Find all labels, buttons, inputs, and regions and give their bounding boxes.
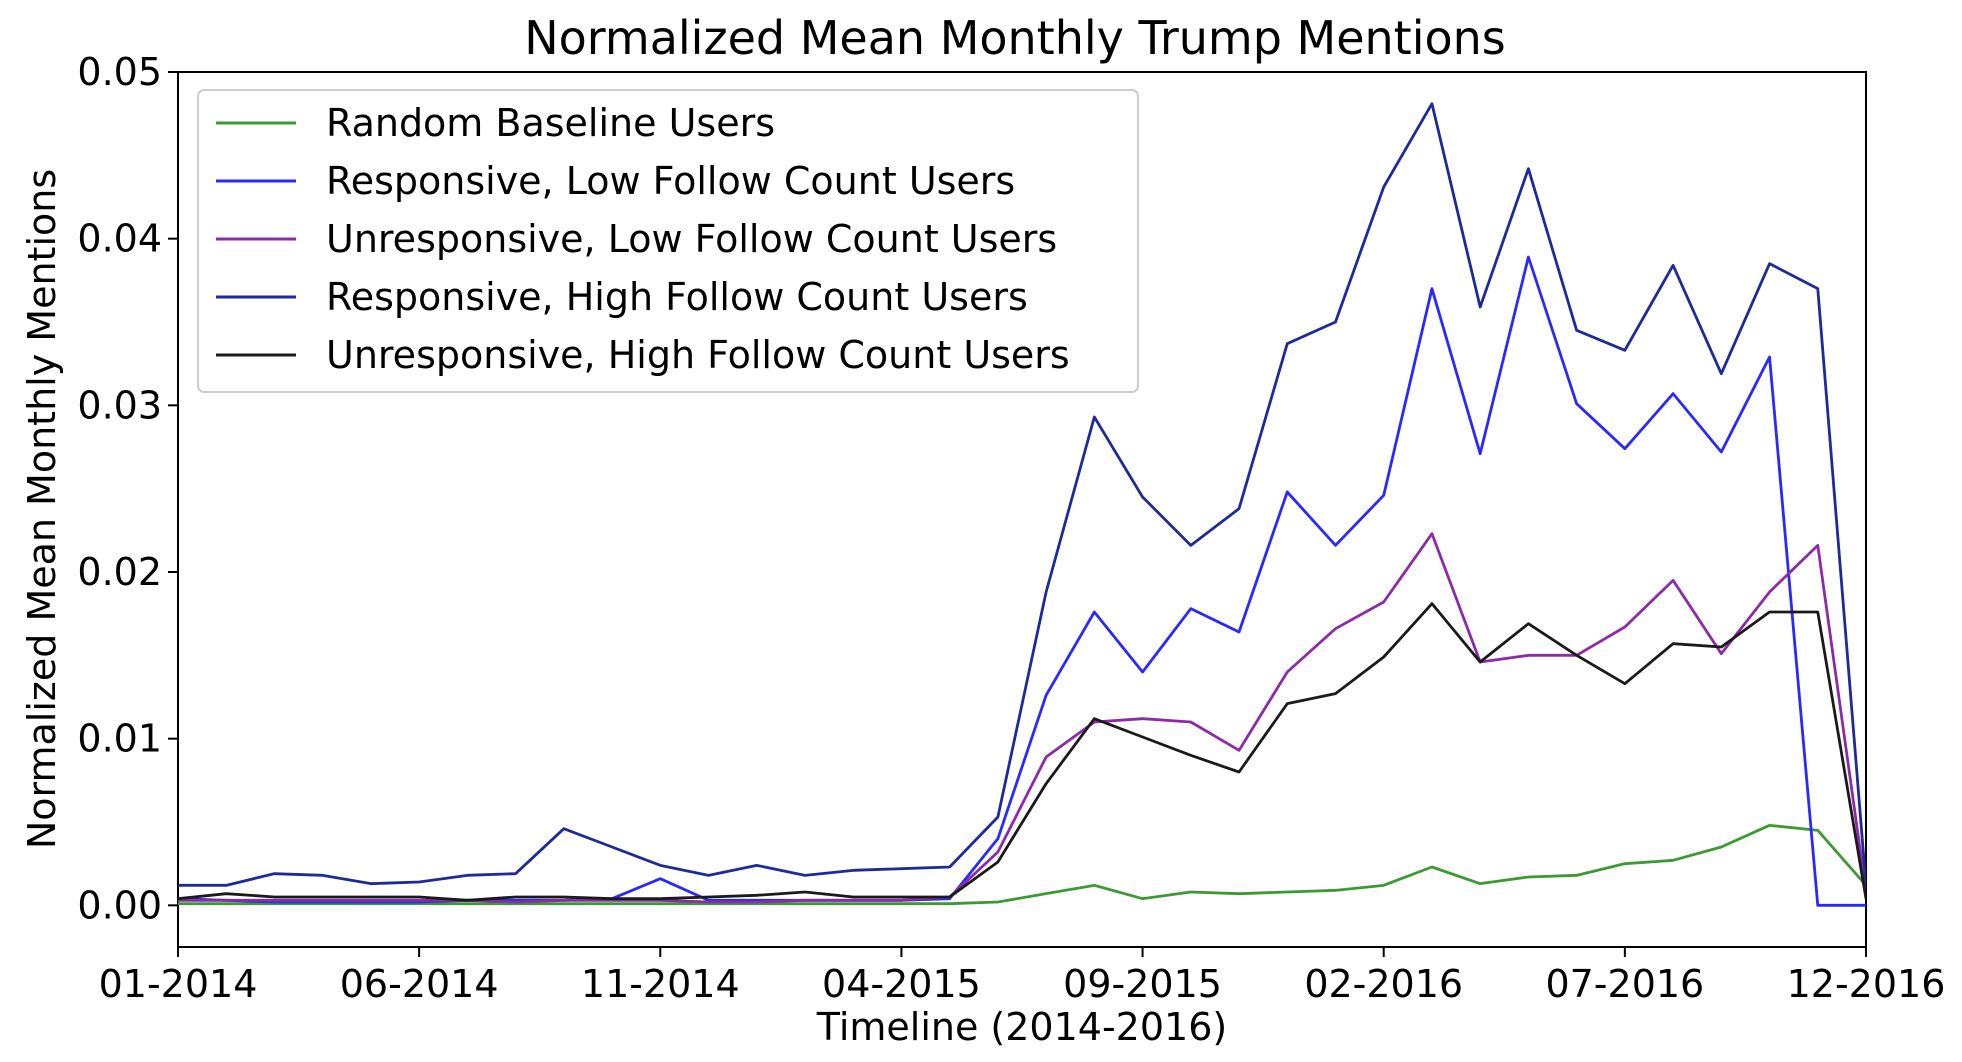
x-tick-label: 06-2014	[340, 962, 499, 1006]
x-axis-ticks: 01-2014 06-2014 11-2014 04-2015 09-2015 02-20…	[99, 947, 1946, 1006]
legend-label-responsive-low-follow-count-users: Responsive, Low Follow Count Users	[326, 159, 1015, 203]
series-line-random-baseline-users	[178, 823, 1866, 906]
series-line-unresponsive-high-follow-count-users	[178, 602, 1866, 902]
y-tick-label: 0.05	[77, 50, 162, 94]
x-tick-label: 07-2016	[1545, 962, 1704, 1006]
legend-label-unresponsive-low-follow-count-users: Unresponsive, Low Follow Count Users	[326, 217, 1057, 261]
y-axis-title: Normalized Mean Monthly Mentions	[20, 169, 64, 849]
series-layer	[178, 102, 1866, 907]
legend-label-random-baseline-users: Random Baseline Users	[326, 101, 775, 145]
y-tick-label: 0.03	[77, 383, 162, 427]
chart-title: Normalized Mean Monthly Trump Mentions	[524, 11, 1506, 65]
legend: Random Baseline Users Responsive, Low Fol…	[197, 89, 1139, 393]
y-tick-label: 0.00	[77, 883, 162, 927]
legend-items: Random Baseline Users Responsive, Low Fol…	[216, 101, 1070, 377]
y-tick-label: 0.01	[77, 717, 162, 761]
series-line-responsive-high-follow-count-users	[178, 102, 1866, 887]
x-tick-label: 09-2015	[1063, 962, 1222, 1006]
x-tick-label: 11-2014	[581, 962, 740, 1006]
y-tick-label: 0.04	[77, 217, 162, 261]
x-tick-label: 01-2014	[99, 962, 258, 1006]
x-axis-title: Timeline (2014-2016)	[816, 1005, 1227, 1049]
x-tick-label: 04-2015	[822, 962, 981, 1006]
y-tick-label: 0.02	[77, 550, 162, 594]
y-axis-ticks: 0.00 0.01 0.02 0.03 0.04 0.05	[77, 50, 178, 927]
x-tick-label: 12-2016	[1787, 962, 1946, 1006]
legend-box	[197, 89, 1139, 393]
legend-label-responsive-high-follow-count-users: Responsive, High Follow Count Users	[326, 275, 1028, 319]
x-tick-label: 02-2016	[1304, 962, 1463, 1006]
legend-label-unresponsive-high-follow-count-users: Unresponsive, High Follow Count Users	[326, 333, 1070, 377]
